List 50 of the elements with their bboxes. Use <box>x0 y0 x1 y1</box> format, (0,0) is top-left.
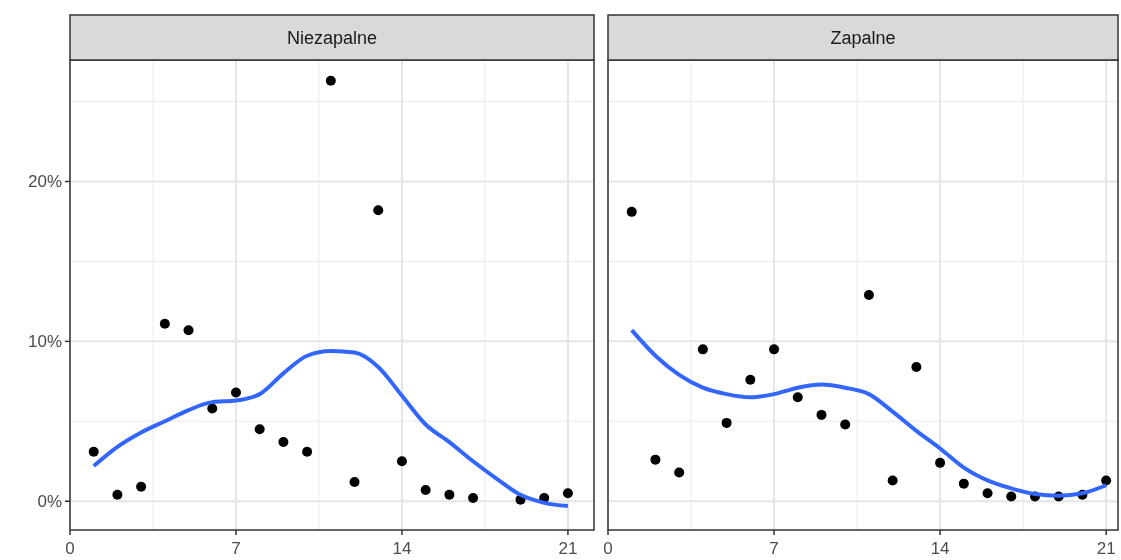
point <box>769 344 780 355</box>
point <box>1101 475 1112 486</box>
point <box>278 437 289 448</box>
point <box>88 446 99 457</box>
point <box>792 392 803 403</box>
x-tick-label: 0 <box>603 539 613 558</box>
point <box>373 205 384 216</box>
point <box>958 478 969 489</box>
x-tick-label: 14 <box>392 539 412 558</box>
point <box>935 457 946 468</box>
y-tick-label: 20% <box>27 172 62 192</box>
point <box>697 344 708 355</box>
chart-title: Niezapalne <box>286 28 378 48</box>
point <box>816 409 827 420</box>
point <box>1006 491 1017 502</box>
point <box>112 489 123 500</box>
y-tick-label: 0% <box>37 492 62 512</box>
point <box>562 488 573 499</box>
point <box>887 475 898 486</box>
point <box>911 361 922 372</box>
point <box>254 424 265 435</box>
point <box>863 290 874 300</box>
point <box>325 75 336 86</box>
x-tick-label: 14 <box>930 539 950 558</box>
point <box>207 403 218 414</box>
point <box>468 493 479 504</box>
point <box>420 485 431 496</box>
point <box>721 417 732 428</box>
x-tick-label: 21 <box>558 539 578 558</box>
x-tick-label: 21 <box>1096 539 1116 558</box>
point <box>159 318 170 329</box>
point <box>230 387 241 398</box>
chart-title: Zapalne <box>830 28 896 48</box>
x-tick-label: 0 <box>65 539 75 558</box>
point <box>302 446 313 457</box>
point <box>650 454 661 465</box>
x-tick-label: 7 <box>231 539 241 558</box>
line-series <box>91 348 570 509</box>
point <box>626 206 637 217</box>
point <box>136 481 147 492</box>
point <box>396 456 407 467</box>
point <box>840 419 851 430</box>
point <box>674 467 685 478</box>
point <box>183 325 194 336</box>
point <box>349 477 360 488</box>
point <box>745 374 756 385</box>
y-tick-label: 10% <box>27 332 62 352</box>
point <box>444 489 455 500</box>
point <box>982 488 993 499</box>
x-tick-label: 7 <box>769 539 779 558</box>
